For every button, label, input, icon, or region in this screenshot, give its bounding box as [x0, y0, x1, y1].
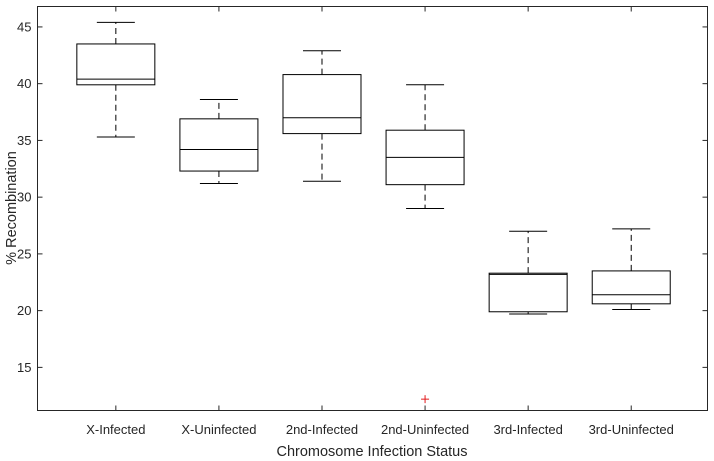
box-group-3rd-infected	[488, 230, 568, 315]
y-tick-label: 45	[17, 19, 31, 34]
interquartile-box	[179, 118, 259, 172]
box-group-x-uninfected	[179, 99, 259, 185]
axes-frame	[37, 6, 708, 411]
plot-area	[76, 21, 671, 404]
interquartile-box	[76, 43, 156, 86]
outlier-marker	[421, 395, 430, 404]
x-tick-label: X-Uninfected	[181, 422, 256, 437]
box-group-2nd-uninfected	[385, 84, 465, 404]
x-tick-label: 3rd-Infected	[493, 422, 562, 437]
x-axis-title: Chromosome Infection Status	[276, 444, 467, 460]
x-axis: X-Infected X-Uninfected 2nd-Infected 2nd-Un…	[86, 6, 674, 437]
y-tick-label: 40	[17, 76, 31, 91]
x-tick-label: X-Infected	[86, 422, 145, 437]
y-tick-label: 25	[17, 246, 31, 261]
interquartile-box	[591, 270, 671, 305]
y-axis-title: % Recombination	[4, 151, 20, 265]
y-tick-label: 35	[17, 133, 31, 148]
x-tick-label: 3rd-Uninfected	[589, 422, 674, 437]
y-tick-label: 30	[17, 190, 31, 205]
interquartile-box	[282, 74, 362, 135]
interquartile-box	[488, 272, 568, 313]
box-group-3rd-uninfected	[591, 228, 671, 310]
box-group-2nd-infected	[282, 50, 362, 182]
box-group-x-infected	[76, 21, 156, 138]
x-tick-label: 2nd-Infected	[286, 422, 358, 437]
y-axis: 15 20 25 30 35 40 45	[17, 19, 708, 375]
y-tick-label: 15	[17, 360, 31, 375]
y-tick-label: 20	[17, 303, 31, 318]
x-tick-label: 2nd-Uninfected	[381, 422, 469, 437]
